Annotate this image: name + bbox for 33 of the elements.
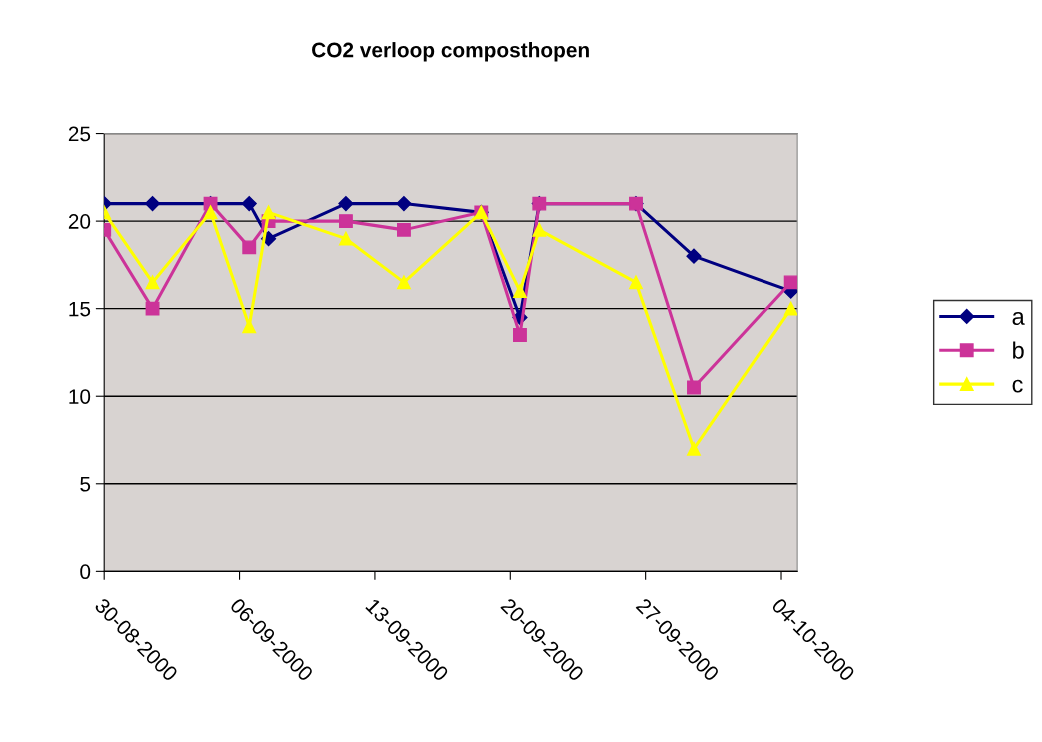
- point: [686, 248, 702, 264]
- y-tick-label: 10: [69, 389, 91, 404]
- point: [783, 301, 798, 316]
- point: [396, 275, 411, 290]
- y-tick-label: 0: [80, 564, 91, 580]
- point: [203, 205, 218, 220]
- point: [629, 275, 643, 290]
- point: [144, 196, 161, 212]
- point: [513, 284, 527, 299]
- y-tick-label: 5: [80, 477, 91, 492]
- point: [396, 196, 412, 212]
- point: [687, 380, 701, 395]
- point: [242, 319, 257, 334]
- point: [396, 222, 411, 237]
- y-tick-label: 25: [68, 126, 91, 142]
- point: [145, 301, 160, 316]
- legend-label: b: [1013, 341, 1024, 359]
- point: [338, 231, 353, 246]
- point: [687, 441, 701, 456]
- legend-label: a: [1012, 312, 1025, 325]
- point: [783, 275, 798, 290]
- point: [338, 196, 354, 212]
- point: [261, 205, 276, 220]
- point: [338, 214, 353, 229]
- point: [242, 240, 257, 255]
- y-tick-label: 15: [69, 301, 91, 317]
- point: [513, 327, 527, 342]
- point: [532, 222, 547, 237]
- point: [145, 275, 160, 290]
- chart-title: CO2 verloop composthopen: [312, 42, 589, 62]
- legend-label: c: [1012, 379, 1023, 393]
- y-tick-label: 20: [68, 214, 91, 229]
- point: [241, 196, 257, 212]
